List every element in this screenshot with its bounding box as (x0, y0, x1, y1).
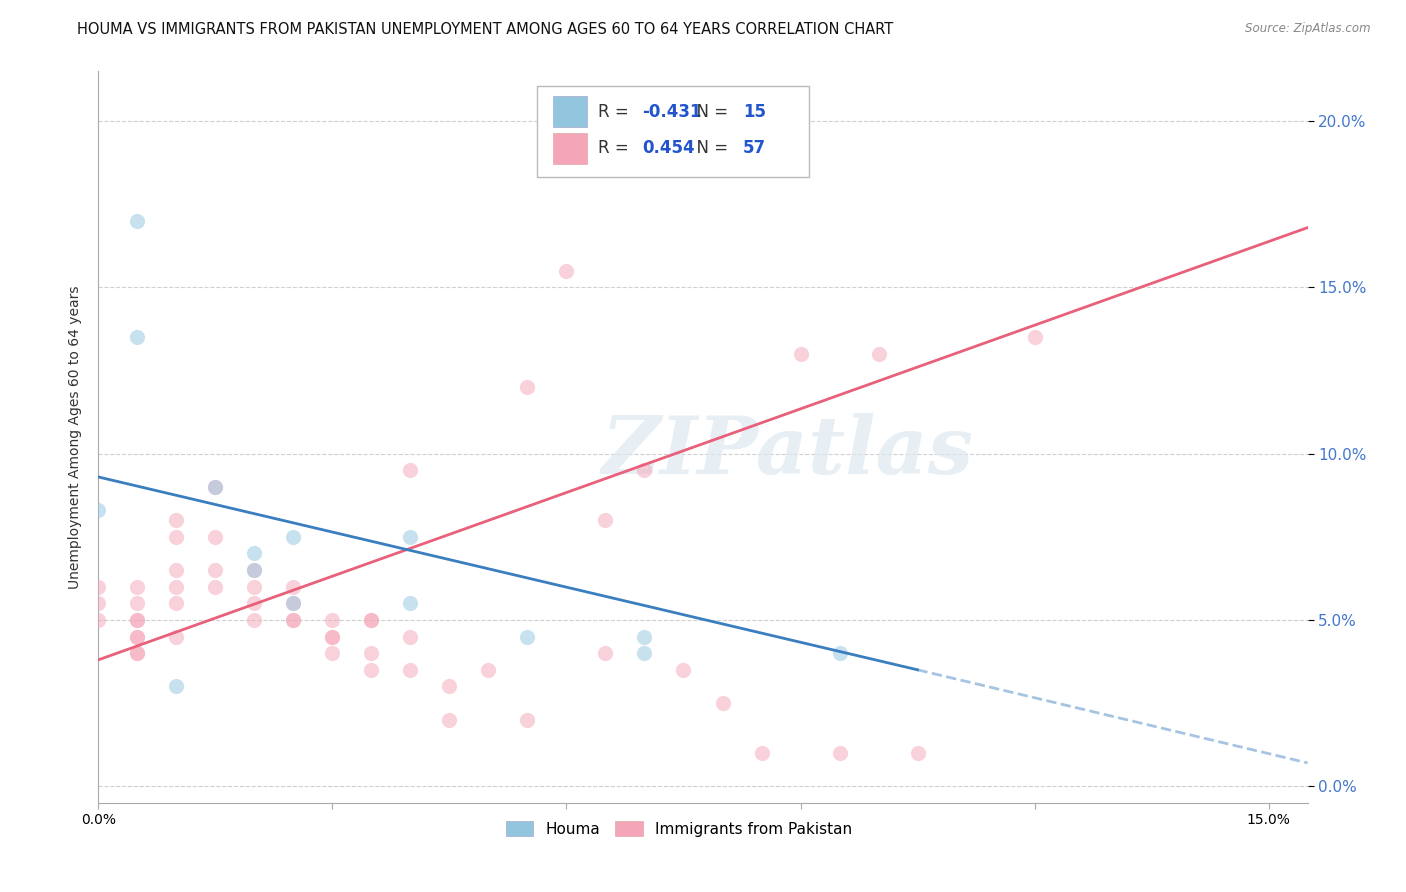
Point (165, 596, 187, 610)
Point (165, 530, 187, 544)
Point (399, 630, 422, 644)
Point (127, 630, 149, 644)
Point (360, 663, 382, 677)
Point (87, 596, 110, 610)
Point (127, 630, 149, 644)
Point (711, 696, 734, 710)
Point (87, 580, 110, 594)
Point (127, 613, 149, 627)
Point (477, 663, 499, 677)
Point (868, 347, 890, 361)
Text: Source: ZipAtlas.com: Source: ZipAtlas.com (1246, 22, 1371, 36)
Text: 0.454: 0.454 (643, 139, 695, 157)
Point (672, 663, 695, 677)
Point (283, 580, 305, 594)
Text: 15: 15 (742, 103, 766, 120)
Point (127, 613, 149, 627)
Point (127, 330, 149, 344)
Text: N =: N = (686, 103, 734, 120)
Legend: Houma, Immigrants from Pakistan: Houma, Immigrants from Pakistan (499, 814, 858, 843)
Point (243, 613, 266, 627)
Point (283, 596, 305, 610)
Point (165, 513, 187, 527)
Point (165, 563, 187, 577)
Point (360, 613, 382, 627)
Point (165, 680, 187, 694)
Point (127, 580, 149, 594)
Text: R =: R = (598, 139, 634, 157)
Point (595, 646, 617, 660)
Point (127, 214, 149, 228)
Point (321, 646, 343, 660)
Y-axis label: Unemployment Among Ages 60 to 64 years: Unemployment Among Ages 60 to 64 years (69, 285, 83, 589)
Point (204, 530, 226, 544)
Point (789, 347, 811, 361)
Point (283, 613, 305, 627)
Point (165, 630, 187, 644)
Point (243, 580, 266, 594)
Point (555, 264, 578, 278)
Text: 57: 57 (742, 139, 766, 157)
Point (1024, 330, 1046, 344)
Point (399, 463, 422, 477)
FancyBboxPatch shape (553, 96, 586, 127)
Point (595, 513, 617, 527)
Point (439, 680, 461, 694)
Point (321, 613, 343, 627)
Point (204, 480, 226, 494)
Point (633, 646, 655, 660)
Text: N =: N = (686, 139, 734, 157)
Point (204, 563, 226, 577)
Point (127, 646, 149, 660)
FancyBboxPatch shape (553, 133, 586, 163)
Point (283, 530, 305, 544)
Point (243, 546, 266, 560)
Point (360, 646, 382, 660)
Point (127, 596, 149, 610)
Point (87, 613, 110, 627)
Text: R =: R = (598, 103, 634, 120)
Point (633, 463, 655, 477)
Point (204, 580, 226, 594)
Point (243, 596, 266, 610)
Point (243, 563, 266, 577)
Point (516, 380, 538, 394)
Point (283, 613, 305, 627)
Point (516, 713, 538, 727)
Point (633, 630, 655, 644)
Point (87, 503, 110, 517)
Point (516, 630, 538, 644)
Point (321, 630, 343, 644)
Point (204, 480, 226, 494)
Point (360, 613, 382, 627)
Point (907, 746, 929, 760)
Text: HOUMA VS IMMIGRANTS FROM PAKISTAN UNEMPLOYMENT AMONG AGES 60 TO 64 YEARS CORRELA: HOUMA VS IMMIGRANTS FROM PAKISTAN UNEMPL… (77, 22, 894, 37)
Point (399, 596, 422, 610)
Point (399, 530, 422, 544)
Point (127, 646, 149, 660)
Point (321, 630, 343, 644)
Point (399, 663, 422, 677)
Point (243, 563, 266, 577)
Text: -0.431: -0.431 (643, 103, 702, 120)
Text: ZIPatlas: ZIPatlas (602, 413, 974, 491)
Point (828, 646, 851, 660)
Point (751, 746, 773, 760)
Point (283, 596, 305, 610)
FancyBboxPatch shape (537, 86, 810, 178)
Point (165, 580, 187, 594)
Point (828, 746, 851, 760)
Point (439, 713, 461, 727)
